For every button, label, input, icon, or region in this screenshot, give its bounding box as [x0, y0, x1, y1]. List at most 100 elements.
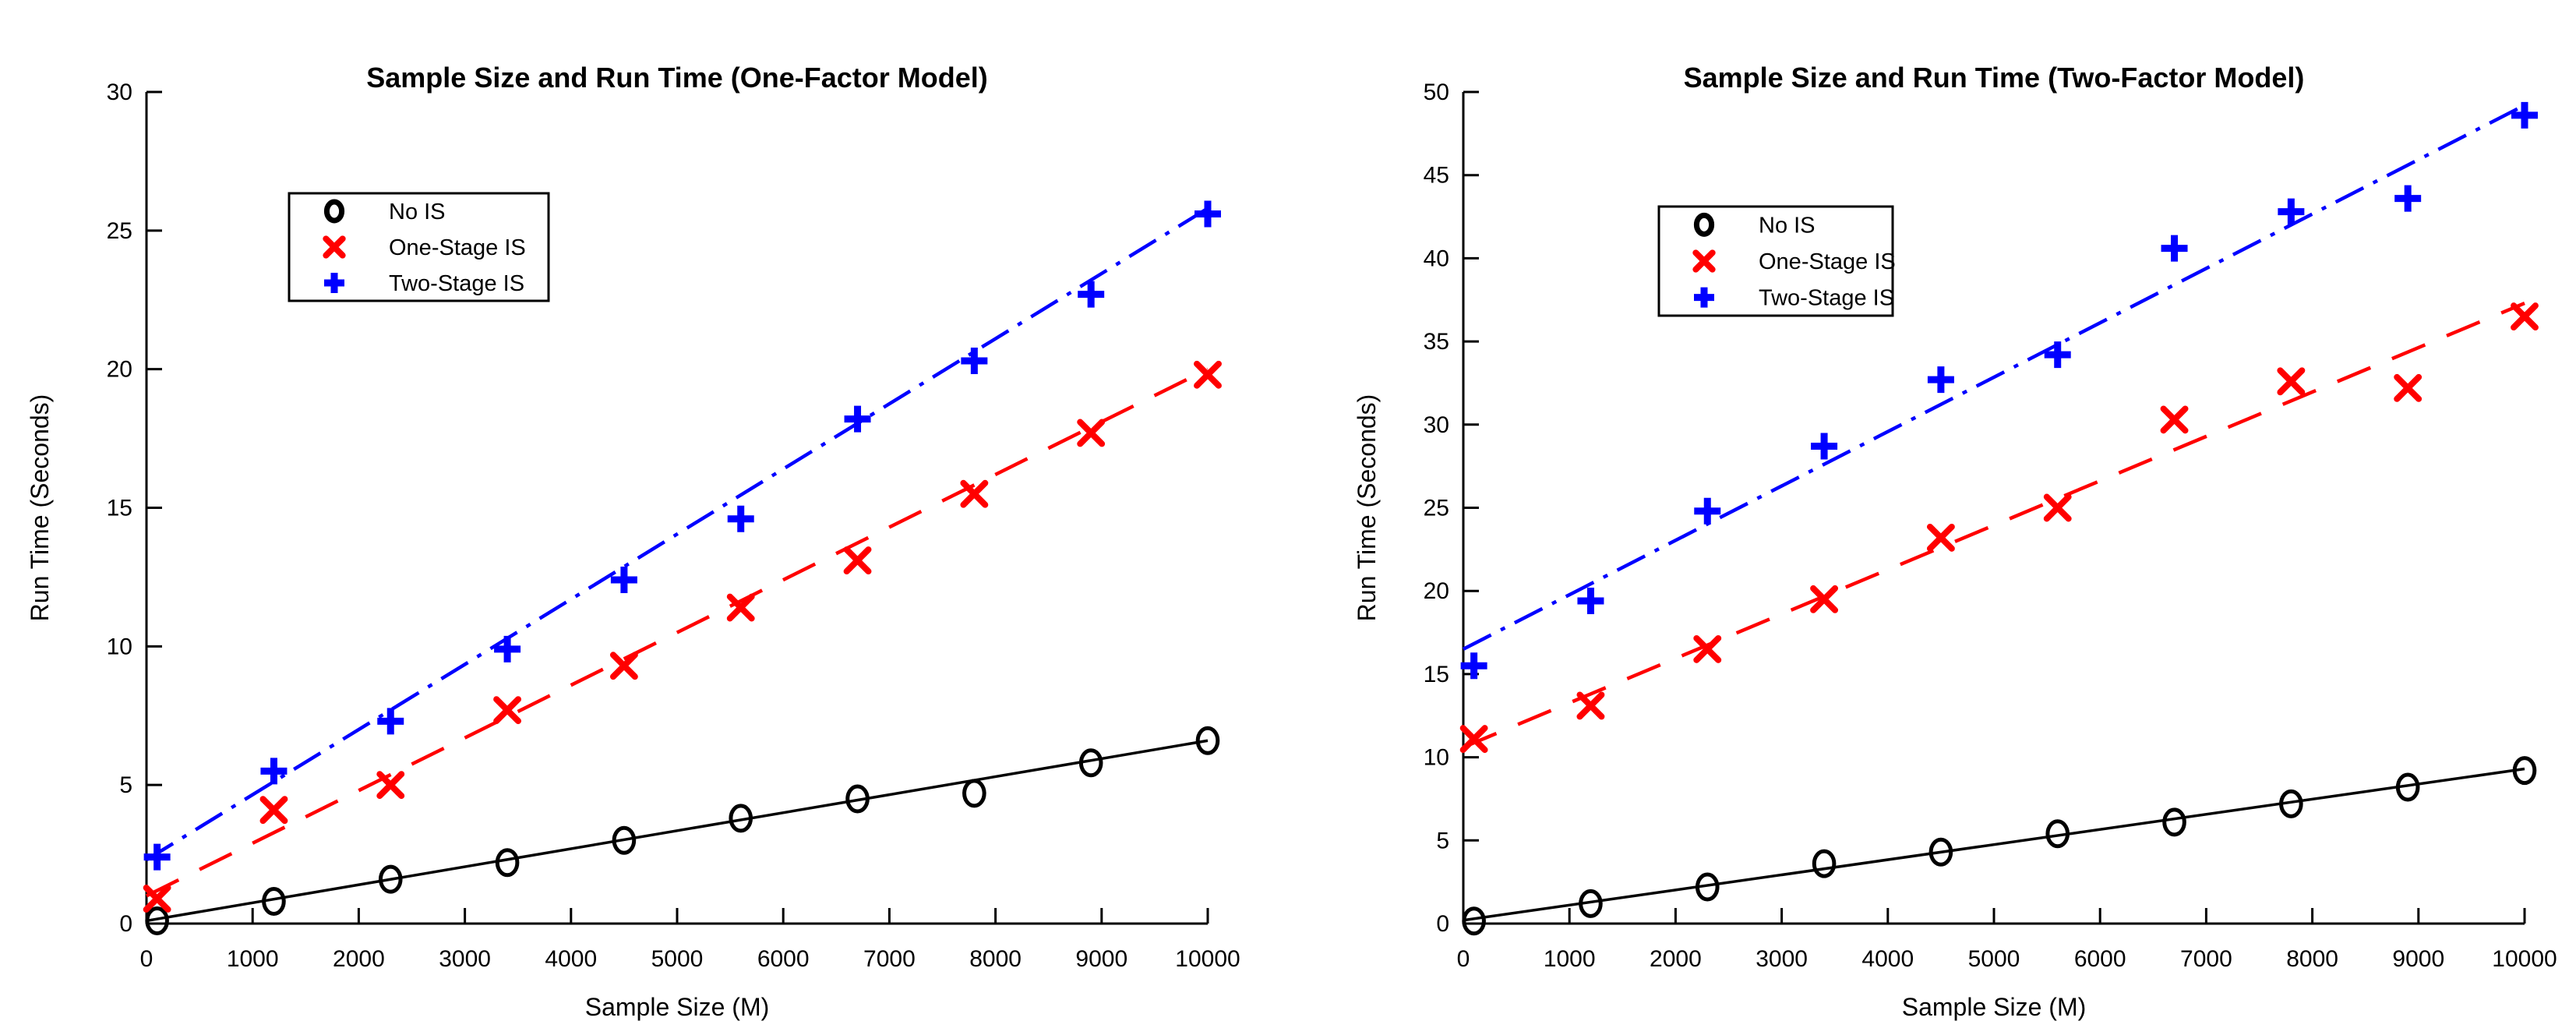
legend-label-two-stage-is: Two-Stage IS [1759, 286, 1894, 311]
marker-one-stage-is [1693, 634, 1722, 663]
marker-one-stage-is [1926, 523, 1955, 552]
marker-no-is [2395, 772, 2420, 802]
legend-marker-one-stage-is [323, 235, 346, 259]
fit-line-one-stage-is [145, 367, 1209, 898]
x-tick-label: 0 [140, 946, 154, 972]
marker-no-is [1928, 837, 1953, 867]
marker-two-stage-is [260, 758, 288, 785]
fit-line-no-is [146, 739, 1209, 923]
legend-marker-two-stage-is [1694, 287, 1714, 308]
marker-no-is [1462, 906, 1486, 936]
marker-two-stage-is [1194, 200, 1221, 228]
x-tick-label: 6000 [2074, 946, 2126, 972]
marker-no-is [729, 804, 753, 833]
legend-marker-no-is [323, 199, 345, 224]
marker-no-is [2512, 756, 2537, 786]
x-tick-label: 5000 [651, 946, 704, 972]
marker-one-stage-is [1810, 585, 1839, 613]
marker-two-stage-is [377, 708, 404, 735]
marker-no-is [1078, 748, 1103, 778]
y-axis-label: Run Time (Seconds) [26, 394, 54, 622]
y-tick-label: 20 [1424, 578, 1449, 604]
marker-one-stage-is [2511, 302, 2539, 331]
marker-no-is [1195, 726, 1220, 755]
marker-two-stage-is [143, 843, 171, 871]
one-factor-chart: 0 1000 2000 3000 4000 5000 6000 7000 8000 9000 100… [26, 62, 1240, 1021]
y-tick-label: 40 [1424, 246, 1449, 271]
y-tick-label: 0 [1436, 911, 1449, 937]
marker-two-stage-is [844, 405, 871, 433]
marker-one-stage-is [1077, 419, 1106, 447]
one-factor-chart-container: 0 1000 2000 3000 4000 5000 6000 7000 8000 9000 100… [26, 62, 1240, 1021]
x-tick-label: 7000 [863, 946, 916, 972]
marker-one-stage-is [259, 796, 288, 825]
marker-two-stage-is [2044, 341, 2071, 369]
y-tick-label: 30 [1424, 412, 1449, 438]
x-tick-label: 6000 [757, 946, 810, 972]
marker-two-stage-is [1577, 588, 1604, 615]
legend-marker-two-stage-is [324, 273, 344, 293]
x-tick-label: 10000 [1175, 946, 1240, 972]
fit-line-two-stage-is [1462, 104, 2526, 651]
y-tick-label: 25 [1424, 496, 1449, 521]
marker-one-stage-is [2394, 373, 2422, 402]
legend-marker-one-stage-is [1692, 249, 1716, 273]
x-tick-label: 0 [1457, 946, 1470, 972]
y-tick-label: 0 [119, 911, 132, 937]
x-tick-label: 1000 [1544, 946, 1596, 972]
marker-no-is [2162, 807, 2186, 837]
marker-one-stage-is [1576, 691, 1605, 720]
x-tick-label: 4000 [545, 946, 597, 972]
marker-one-stage-is [726, 593, 755, 622]
marker-two-stage-is [1811, 433, 1838, 460]
y-tick-label: 45 [1424, 163, 1449, 189]
legend-label-one-stage-is: One-Stage IS [1759, 249, 1896, 274]
marker-two-stage-is [610, 566, 637, 593]
marker-no-is [1812, 849, 1837, 878]
marker-two-stage-is [2278, 198, 2305, 225]
marker-one-stage-is [1459, 725, 1488, 754]
marker-one-stage-is [843, 546, 872, 575]
marker-no-is [845, 784, 870, 814]
y-tick-label: 5 [119, 772, 132, 798]
x-tick-label: 8000 [969, 946, 1022, 972]
x-tick-label: 7000 [2180, 946, 2232, 972]
y-tick-label: 20 [107, 357, 132, 383]
marker-two-stage-is [1460, 652, 1487, 680]
marker-two-stage-is [1927, 366, 1954, 394]
y-tick-label: 15 [1424, 662, 1449, 687]
x-tick-label: 4000 [1861, 946, 1914, 972]
x-axis-label: Sample Size (M) [585, 993, 770, 1021]
y-tick-label: 15 [107, 496, 132, 521]
marker-two-stage-is [727, 505, 754, 532]
marker-one-stage-is [960, 479, 989, 508]
legend-label-one-stage-is: One-Stage IS [389, 235, 526, 260]
marker-no-is [495, 848, 520, 878]
marker-two-stage-is [961, 347, 988, 374]
fit-line-two-stage-is [145, 207, 1209, 862]
marker-one-stage-is [2043, 493, 2072, 522]
marker-one-stage-is [376, 771, 405, 800]
marker-no-is [2279, 789, 2303, 818]
x-tick-label: 1000 [227, 946, 279, 972]
x-tick-label: 2000 [333, 946, 385, 972]
marker-no-is [612, 825, 637, 855]
legend-marker-no-is [1693, 212, 1715, 237]
marker-one-stage-is [609, 652, 638, 680]
marker-two-stage-is [2394, 185, 2422, 212]
x-axis-label: Sample Size (M) [1902, 993, 2087, 1021]
legend-label-no-is: No IS [1759, 213, 1816, 238]
marker-one-stage-is [493, 696, 522, 725]
legend-label-no-is: No IS [389, 200, 446, 224]
legend-label-two-stage-is: Two-Stage IS [389, 271, 524, 296]
marker-one-stage-is [2277, 367, 2306, 396]
marker-no-is [145, 906, 169, 935]
x-tick-label: 3000 [1756, 946, 1808, 972]
y-tick-label: 25 [107, 218, 132, 244]
x-tick-label: 8000 [2286, 946, 2338, 972]
y-axis-label: Run Time (Seconds) [1353, 394, 1381, 622]
marker-no-is [2045, 819, 2070, 849]
two-factor-chart-container: 0 1000 2000 3000 4000 5000 6000 7000 8000 9000 100… [1288, 0, 2576, 1021]
marker-one-stage-is [1194, 360, 1222, 389]
